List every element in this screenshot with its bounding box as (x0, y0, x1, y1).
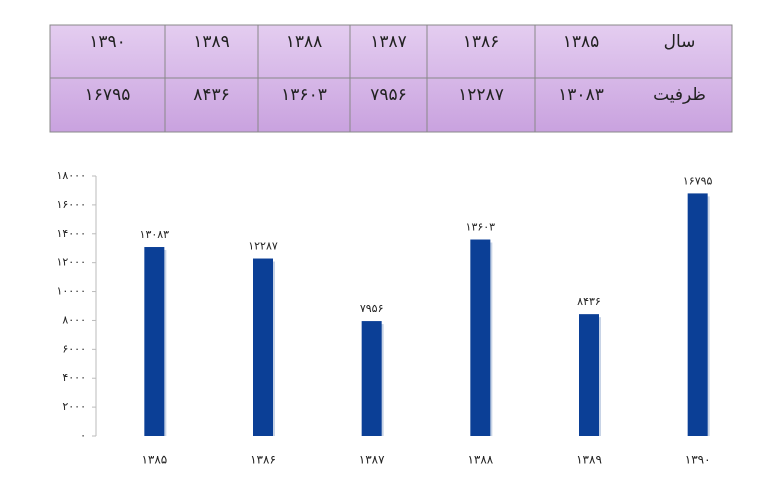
value-label: ۱۲۲۸۷ (248, 240, 278, 253)
value-label: ۷۹۵۶ (360, 302, 384, 315)
value-label: ۱۳۶۰۳ (466, 221, 496, 234)
table-cell: ۱۶۷۹۵ (85, 85, 131, 105)
table-cell: ۱۲۲۸۷ (458, 85, 504, 105)
x-tick-label: ۱۳۸۶ (250, 453, 276, 467)
x-tick-label: ۱۳۸۹ (576, 453, 602, 467)
y-tick-label: ۰ (80, 429, 86, 442)
y-tick-label: ۸۰۰۰ (62, 313, 86, 326)
table-cell: ۱۳۸۹ (193, 32, 230, 52)
table-cell: ۱۳۰۸۳ (558, 85, 604, 105)
x-tick-label: ۱۳۸۷ (359, 453, 385, 467)
value-label: ۸۴۳۶ (577, 295, 601, 308)
bar (361, 321, 382, 436)
table-cell: ۷۹۵۶ (370, 85, 407, 105)
table-cell: ظرفیت (653, 85, 706, 105)
bar (253, 258, 273, 436)
value-label: ۱۳۰۸۳ (140, 228, 170, 241)
table-cell: ۱۳۸۵ (563, 32, 600, 52)
x-tick-label: ۱۳۸۵ (141, 453, 167, 467)
table-cell: سال (664, 32, 696, 52)
y-tick-label: ۶۰۰۰ (62, 342, 86, 355)
bar (579, 314, 599, 436)
bar (687, 193, 708, 436)
table-cell: ۱۳۸۷ (370, 32, 407, 52)
y-tick-label: ۴۰۰۰ (62, 371, 86, 384)
value-label: ۱۶۷۹۵ (683, 174, 713, 187)
y-tick-label: ۱۰۰۰۰ (56, 285, 86, 298)
table-cell: ۱۳۶۰۳ (281, 85, 327, 105)
x-tick-label: ۱۳۸۸ (467, 453, 493, 467)
y-tick-label: ۲۰۰۰ (62, 400, 86, 413)
table-cell: ۱۳۸۶ (463, 32, 500, 52)
bar (470, 239, 491, 436)
y-tick-label: ۱۴۰۰۰ (56, 227, 86, 240)
bar (144, 247, 165, 436)
table-cell: ۱۳۸۸ (286, 32, 323, 52)
table-cell: ۸۴۳۶ (193, 85, 230, 105)
y-tick-label: ۱۸۰۰۰ (56, 169, 86, 182)
x-tick-label: ۱۳۹۰ (685, 453, 711, 467)
table-cell: ۱۳۹۰ (89, 32, 126, 52)
y-tick-label: ۱۲۰۰۰ (56, 256, 86, 269)
y-tick-label: ۱۶۰۰۰ (56, 198, 86, 211)
